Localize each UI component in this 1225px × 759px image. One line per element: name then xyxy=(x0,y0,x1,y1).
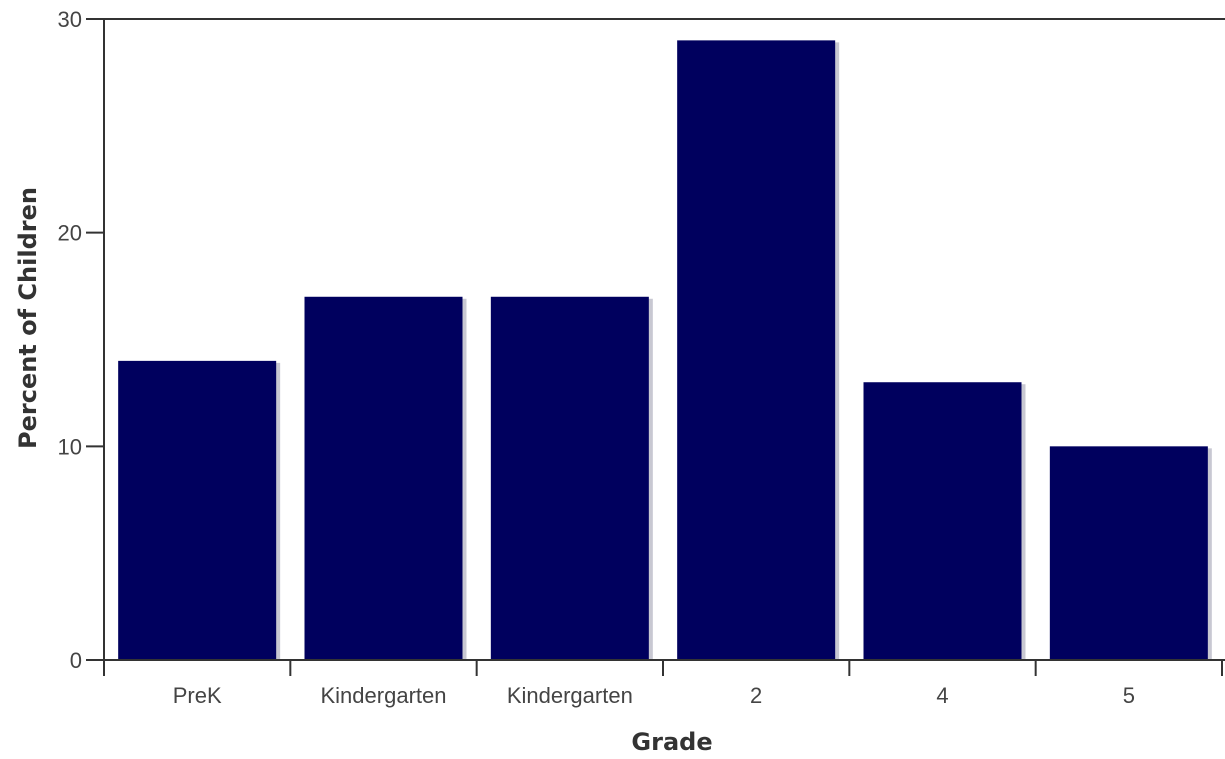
bar xyxy=(118,360,277,660)
x-ticks-group: PreK Kindergarten Kindergarten 2 4 5 xyxy=(103,660,1223,708)
x-tick-label: 5 xyxy=(1123,683,1135,708)
bar xyxy=(490,296,649,660)
bar xyxy=(677,40,836,661)
x-tick-label: 4 xyxy=(936,683,948,708)
y-tick-label: 10 xyxy=(58,434,82,459)
bars-group xyxy=(118,40,1212,661)
y-tick-label: 0 xyxy=(70,648,82,673)
bar xyxy=(863,382,1022,660)
x-tick-label: Kindergarten xyxy=(321,683,447,708)
y-tick-label: 20 xyxy=(58,221,82,246)
y-ticks-group: 0 10 20 30 xyxy=(58,7,104,673)
x-tick-label: Kindergarten xyxy=(507,683,633,708)
x-tick-label: PreK xyxy=(173,683,222,708)
bar xyxy=(304,296,463,660)
bar xyxy=(1049,446,1208,660)
x-axis-title: Grade xyxy=(631,728,712,756)
y-tick-label: 30 xyxy=(58,7,82,32)
y-axis-title: Percent of Children xyxy=(14,187,42,449)
x-tick-label: 2 xyxy=(750,683,762,708)
